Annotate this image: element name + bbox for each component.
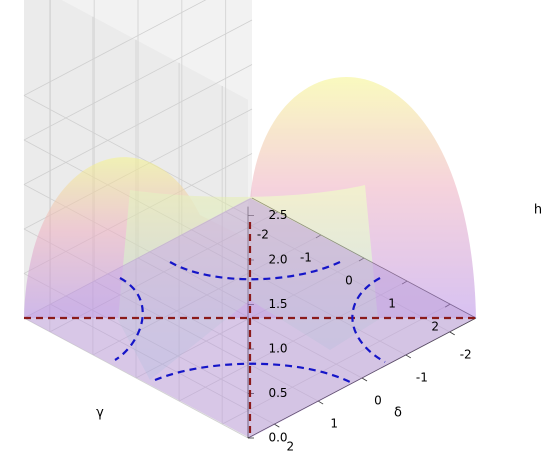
tick-mark (449, 331, 455, 336)
x-tick-label: -2 (257, 227, 269, 241)
tick-mark (405, 354, 412, 359)
y-axis-label: δ (394, 406, 402, 421)
tick-mark (274, 423, 280, 428)
grid-line (23, 0, 207, 96)
y-tick-label: 2 (286, 440, 294, 454)
contours (24, 222, 476, 438)
z-tick-label: 1.5 (268, 297, 287, 311)
y-tick-label: 1 (330, 417, 338, 431)
z-tick-label: 0.5 (268, 386, 287, 400)
dashed-line (154, 362, 351, 383)
z-tick-label: 0.0 (268, 431, 287, 445)
grid-line (23, 64, 253, 185)
x-tick-label: 0 (345, 274, 353, 288)
dashed-line (169, 261, 341, 281)
tick-mark (317, 400, 324, 405)
z-tick-label: 2.0 (268, 253, 287, 267)
grid-line (23, 95, 249, 216)
x-axis-label: γ (96, 406, 104, 421)
dashed-line (114, 277, 144, 361)
dashed-line (351, 277, 386, 363)
x-tick-label: -1 (300, 250, 312, 264)
x-tick-label: 2 (431, 320, 439, 334)
x-tick-label: 1 (388, 297, 396, 311)
grid-line (23, 19, 253, 141)
z-tick-label: 1.0 (268, 342, 287, 356)
y-tick-label: -1 (416, 370, 428, 384)
y-tick-label: 0 (374, 394, 382, 408)
z-axis-label: h (534, 203, 542, 218)
axis-line (247, 317, 477, 439)
surface (118, 185, 378, 380)
z-tick-label: 2.5 (268, 208, 287, 222)
y-tick-label: -2 (460, 347, 472, 361)
tick-mark (361, 377, 368, 382)
grid-line (23, 317, 249, 439)
